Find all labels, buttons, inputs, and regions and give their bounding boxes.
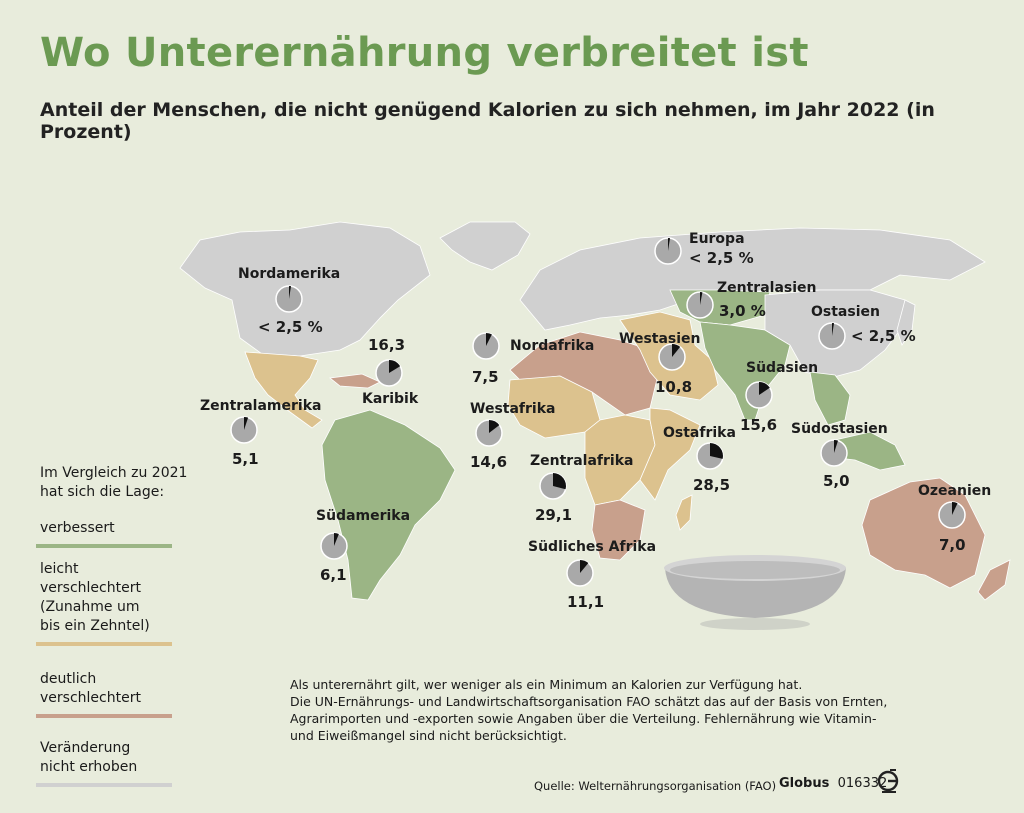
legend-item-not-collected: Veränderung nicht erhoben: [36, 739, 172, 787]
pie-nordamerika: Nordamerika < 2,5 %: [238, 266, 340, 336]
region-value-ostasien: < 2,5 %: [851, 327, 916, 345]
pie-suedamerika: Südamerika 6,1: [316, 508, 410, 584]
region-label-suedliches_afrika: Südliches Afrika: [528, 539, 656, 555]
pie-slice-suedasien: [759, 382, 770, 395]
page-title: Wo Unterernährung verbreitet ist: [40, 30, 809, 76]
region-value-ostafrika: 28,5: [693, 476, 730, 494]
pie-zentralamerika: Zentralamerika 5,1: [200, 398, 321, 468]
region-label-westafrika: Westafrika: [470, 401, 555, 417]
region-shape-madagaskar: [675, 494, 693, 531]
region-shape-neuseeland: [977, 559, 1011, 601]
source-text: Quelle: Welternährungsorganisation (FAO): [534, 779, 777, 793]
footnote: Als unterernährt gilt, wer weniger als e…: [290, 677, 888, 743]
pie-westasien: Westasien 10,8: [619, 331, 701, 396]
pie-slice-nordafrika: [486, 333, 492, 346]
region-value-zentralasien: 3,0 %: [719, 302, 766, 320]
region-value-westafrika: 14,6: [470, 453, 507, 471]
pie-zentralasien: Zentralasien 3,0 %: [686, 280, 817, 320]
region-label-westasien: Westasien: [619, 331, 701, 347]
region-label-karibik: Karibik: [362, 391, 419, 407]
region-value-suedamerika: 6,1: [320, 566, 347, 584]
region-label-nordamerika: Nordamerika: [238, 266, 340, 282]
pie-slice-suedamerika: [334, 533, 339, 546]
pie-karibik: Karibik 16,3: [362, 336, 419, 407]
region-value-nordafrika: 7,5: [472, 368, 499, 386]
legend-swatch-clearly-worse: [36, 714, 172, 718]
pie-slice-zentralasien: [700, 292, 703, 305]
pie-europa: Europa < 2,5 %: [654, 231, 754, 267]
pie-slice-nordamerika: [289, 286, 292, 299]
legend-swatch-improved: [36, 544, 172, 548]
pie-suedasien: Südasien 15,6: [740, 360, 818, 434]
bowl-icon: [664, 555, 846, 630]
pie-slice-europa: [668, 238, 671, 251]
region-shape-ostafrika: [639, 407, 701, 501]
region-label-ostafrika: Ostafrika: [663, 425, 736, 441]
page-subtitle: Anteil der Menschen, die nicht genügend …: [40, 99, 935, 143]
region-label-europa: Europa: [689, 231, 745, 247]
region-value-karibik: 16,3: [368, 336, 405, 354]
pie-slice-ostafrika: [710, 443, 723, 459]
pie-nordafrika: Nordafrika 7,5: [472, 332, 594, 386]
region-label-zentralasien: Zentralasien: [717, 280, 817, 296]
region-shape-japan: [896, 299, 916, 346]
legend-item-improved: verbessert: [36, 519, 172, 548]
pie-slice-zentralamerika: [244, 417, 249, 430]
region-value-westasien: 10,8: [655, 378, 692, 396]
pie-zentralafrika: Zentralafrika 29,1: [530, 453, 633, 524]
region-value-europa: < 2,5 %: [689, 249, 754, 267]
region-label-suedasien: Südasien: [746, 360, 818, 376]
legend-swatch-slightly-worse: [36, 642, 172, 646]
pie-slice-westasien: [672, 344, 681, 357]
pie-slice-ostasien: [832, 323, 835, 336]
region-label-zentralafrika: Zentralafrika: [530, 453, 633, 469]
publisher-credit: Globus 016332: [779, 776, 888, 791]
pie-slice-ozeanien: [952, 502, 958, 515]
legend-item-slightly-worse: leicht verschlechtert (Zunahme um bis ei…: [36, 560, 172, 646]
region-shape-europa: [519, 227, 986, 331]
pie-ostasien: Ostasien < 2,5 %: [811, 304, 916, 350]
legend-title: Im Vergleich zu 2021 hat sich die Lage:: [40, 465, 188, 500]
region-value-suedostasien: 5,0: [823, 472, 850, 490]
pie-slice-westafrika: [489, 420, 500, 433]
region-value-zentralafrika: 29,1: [535, 506, 572, 524]
pie-slice-zentralafrika: [553, 473, 566, 490]
region-shape-greenland: [439, 221, 531, 271]
region-label-zentralamerika: Zentralamerika: [200, 398, 321, 414]
region-label-ostasien: Ostasien: [811, 304, 880, 320]
pie-layer: Nordamerika < 2,5 % Zentralamerika 5,1 Karib…: [200, 231, 991, 611]
region-value-ozeanien: 7,0: [939, 536, 966, 554]
region-shape-nordamerika: [179, 221, 431, 357]
pie-slice-karibik: [389, 360, 401, 373]
legend-swatch-not-collected: [36, 783, 172, 787]
region-shape-zentralamerika: [244, 351, 323, 429]
region-value-suedasien: 15,6: [740, 416, 777, 434]
region-value-suedliches_afrika: 11,1: [567, 593, 604, 611]
region-shape-karibik: [329, 373, 381, 389]
region-label-nordafrika: Nordafrika: [510, 338, 594, 354]
pie-ozeanien: Ozeanien 7,0: [918, 483, 991, 554]
globus-logo-icon: [877, 769, 899, 793]
region-value-zentralamerika: 5,1: [232, 450, 259, 468]
region-label-ozeanien: Ozeanien: [918, 483, 991, 499]
pie-slice-suedliches_afrika: [580, 560, 589, 573]
region-value-nordamerika: < 2,5 %: [258, 318, 323, 336]
region-label-suedostasien: Südostasien: [791, 421, 888, 437]
region-shape-suedliches-afrika: [591, 499, 646, 561]
pie-suedliches_afrika: Südliches Afrika 11,1: [528, 539, 656, 611]
pie-slice-suedostasien: [834, 440, 839, 453]
pie-ostafrika: Ostafrika 28,5: [663, 425, 736, 494]
pie-suedostasien: Südostasien 5,0: [791, 421, 888, 490]
region-label-suedamerika: Südamerika: [316, 508, 410, 524]
region-shape-suedamerika: [321, 409, 456, 601]
pie-westafrika: Westafrika 14,6: [470, 401, 555, 471]
legend-item-clearly-worse: deutlich verschlechtert: [36, 670, 172, 718]
